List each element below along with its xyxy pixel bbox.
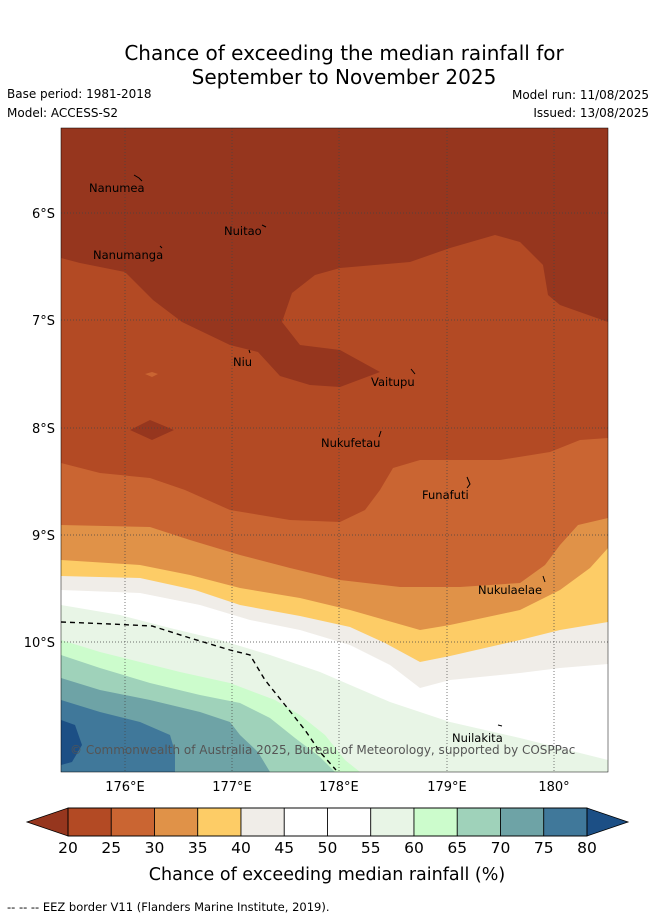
- colorbar-segment: [154, 807, 199, 837]
- lat-label: 6°S: [32, 207, 55, 222]
- place-label-nanumanga: Nanumanga: [93, 248, 163, 262]
- colorbar-segment: [197, 807, 242, 837]
- colorbar-label: Chance of exceeding median rainfall (%): [149, 865, 505, 885]
- colorbar-segment: [283, 807, 328, 837]
- colorbar-tick-label: 25: [101, 839, 121, 857]
- place-label-funafuti: Funafuti: [422, 488, 469, 502]
- place-label-nukufetau: Nukufetau: [321, 436, 380, 450]
- lat-label: 9°S: [32, 529, 55, 544]
- colorbar-tick-label: 60: [404, 839, 424, 857]
- model-name: Model: ACCESS-S2: [7, 106, 119, 120]
- lon-labels: 176°E 177°E 178°E 179°E 180°: [105, 780, 569, 795]
- lat-label: 8°S: [32, 422, 55, 437]
- lon-label: 176°E: [105, 780, 145, 795]
- map-title-line2: September to November 2025: [191, 65, 497, 89]
- colorbar-tick-label: 20: [58, 839, 78, 857]
- colorbar-tick-label: 80: [577, 839, 597, 857]
- place-label-nuilakita: Nuilakita: [452, 731, 503, 745]
- colorbar-under-triangle: [25, 807, 69, 837]
- rainfall-map-figure: © Commonwealth of Australia 2025, Bureau…: [24, 127, 630, 885]
- lon-label: 180°: [538, 780, 569, 795]
- issued-date: Issued: 13/08/2025: [533, 106, 649, 120]
- base-period: Base period: 1981-2018: [7, 87, 152, 101]
- island-outlines: [133, 174, 546, 727]
- colorbar-frame: [67, 807, 588, 837]
- colorbar-tick-label: 30: [145, 839, 165, 857]
- graticule: [61, 128, 608, 772]
- colorbar-segment: [456, 807, 501, 837]
- colorbar-segment: [67, 807, 112, 837]
- map-frame: [60, 127, 609, 773]
- eez-border: [61, 621, 337, 771]
- lon-label: 177°E: [212, 780, 252, 795]
- colorbar-over-triangle: [586, 807, 630, 837]
- colorbar-tick-label: 50: [318, 839, 338, 857]
- colorbar-segment: [370, 807, 415, 837]
- lat-label: 7°S: [32, 314, 55, 329]
- map-title-line1: Chance of exceeding the median rainfall …: [124, 41, 564, 65]
- lon-label: 178°E: [319, 780, 359, 795]
- contour-patch: [130, 420, 174, 440]
- colorbar: 20 25 30 35 40 45 50 55 60 65 70 75 80 Chance of exc…: [25, 807, 630, 885]
- place-label-nanumea: Nanumea: [89, 181, 145, 195]
- colorbar-segment: [500, 807, 545, 837]
- colorbar-tick-label: 55: [361, 839, 381, 857]
- colorbar-tick-label: 35: [188, 839, 208, 857]
- place-label-nuitao: Nuitao: [224, 224, 262, 238]
- colorbar-tick-label: 75: [534, 839, 554, 857]
- colorbar-tick-label: 40: [231, 839, 251, 857]
- colorbar-segment: [110, 807, 155, 837]
- eez-footnote: -- -- -- EEZ border V11 (Flanders Marine…: [7, 900, 330, 914]
- contour-patch-small: [145, 372, 158, 377]
- map-panel: © Commonwealth of Australia 2025, Bureau…: [61, 128, 608, 772]
- copyright-notice: © Commonwealth of Australia 2025, Bureau…: [70, 743, 575, 757]
- colorbar-segment: [327, 807, 372, 837]
- lat-label: 10°S: [24, 636, 55, 651]
- colorbar-tick-label: 45: [274, 839, 294, 857]
- colorbar-segment: [240, 807, 285, 837]
- colorbar-tick-label: 70: [491, 839, 511, 857]
- lat-labels: 6°S 7°S 8°S 9°S 10°S: [24, 207, 55, 651]
- place-labels: Nanumea Nuitao Nanumanga Niu Vaitupu Nukufeta…: [89, 181, 542, 745]
- colorbar-tick-label: 65: [447, 839, 467, 857]
- lon-label: 179°E: [427, 780, 467, 795]
- contour-75-80: [61, 700, 175, 772]
- place-label-vaitupu: Vaitupu: [371, 375, 415, 389]
- colorbar-segment: [413, 807, 458, 837]
- contour-over-80: [61, 720, 82, 765]
- model-run: Model run: 11/08/2025: [511, 88, 649, 102]
- colorbar-segment: [543, 807, 588, 837]
- place-label-nukulaelae: Nukulaelae: [478, 583, 542, 597]
- place-label-niu: Niu: [233, 355, 252, 369]
